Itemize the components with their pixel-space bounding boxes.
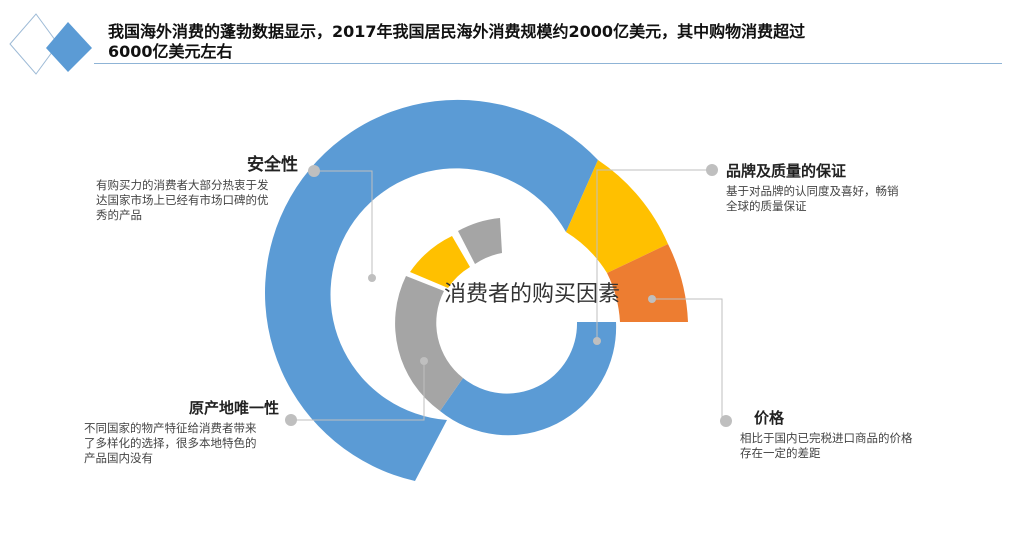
brand-dot-end [593, 337, 601, 345]
price-dot-start [648, 295, 656, 303]
safety-dot-start [308, 165, 320, 177]
factor-price: 价格 相比于国内已完税进口商品的价格 存在一定的差距 [740, 407, 950, 461]
inner-gray-segment-small [458, 218, 502, 264]
brand-dot-start [706, 164, 718, 176]
factor-safety-desc-line: 达国家市场上已经有市场口碑的优 [96, 193, 269, 207]
factor-brand-desc-line: 基于对品牌的认同度及喜好，畅销 [726, 184, 899, 198]
inner-yellow-segment [410, 236, 470, 288]
page-title: 我国海外消费的蓬勃数据显示，2017年我国居民海外消费规模约2000亿美元，其中… [108, 22, 806, 61]
outer-blue-arc [265, 99, 598, 481]
outer-orange-segment [607, 244, 688, 322]
price-dot-end [720, 415, 732, 427]
inner-blue-segment [440, 322, 617, 436]
header-diamond-logo [9, 13, 92, 75]
factor-safety-desc-line: 秀的产品 [96, 208, 142, 222]
origin-dot-start [285, 414, 297, 426]
factor-safety-desc-line: 有购买力的消费者大部分热衷于发 [96, 178, 269, 192]
factor-brand: 品牌及质量的保证 基于对品牌的认同度及喜好，畅销 全球的质量保证 [726, 160, 936, 214]
title-divider [94, 63, 1002, 64]
factor-origin-title: 原产地唯一性 [188, 399, 279, 417]
factor-safety: 安全性 有购买力的消费者大部分热衷于发 达国家市场上已经有市场口碑的优 秀的产品 [96, 150, 298, 223]
factor-price-desc-line: 相比于国内已完税进口商品的价格 [740, 431, 913, 445]
factor-origin: 原产地唯一性 不同国家的物产特征给消费者带来 了多样化的选择，很多本地特色的 产… [84, 397, 279, 466]
factor-price-title: 价格 [754, 409, 785, 427]
inner-gray-segment-large [395, 276, 463, 411]
factor-origin-desc: 不同国家的物产特征给消费者带来 了多样化的选择，很多本地特色的 产品国内没有 [84, 421, 279, 466]
factor-origin-desc-line: 产品国内没有 [84, 451, 153, 465]
factor-price-desc-line: 存在一定的差距 [740, 446, 821, 460]
factor-brand-title: 品牌及质量的保证 [726, 162, 847, 180]
safety-dot-end [368, 274, 376, 282]
factor-safety-title: 安全性 [247, 155, 298, 175]
brand-connector [596, 169, 712, 341]
price-connector [652, 298, 723, 421]
center-label: 消费者的购买因素 [443, 282, 620, 307]
safety-connector [314, 170, 373, 278]
factor-brand-desc-line: 全球的质量保证 [726, 199, 807, 213]
origin-dot-end [420, 357, 428, 365]
factor-price-desc: 相比于国内已完税进口商品的价格 存在一定的差距 [740, 431, 950, 461]
factor-brand-desc: 基于对品牌的认同度及喜好，畅销 全球的质量保证 [726, 184, 936, 214]
factor-origin-desc-line: 了多样化的选择，很多本地特色的 [84, 436, 257, 450]
origin-connector [291, 361, 425, 421]
factor-origin-desc-line: 不同国家的物产特征给消费者带来 [84, 421, 257, 435]
factor-safety-desc: 有购买力的消费者大部分热衷于发 达国家市场上已经有市场口碑的优 秀的产品 [96, 178, 298, 223]
outer-yellow-segment [566, 160, 668, 273]
